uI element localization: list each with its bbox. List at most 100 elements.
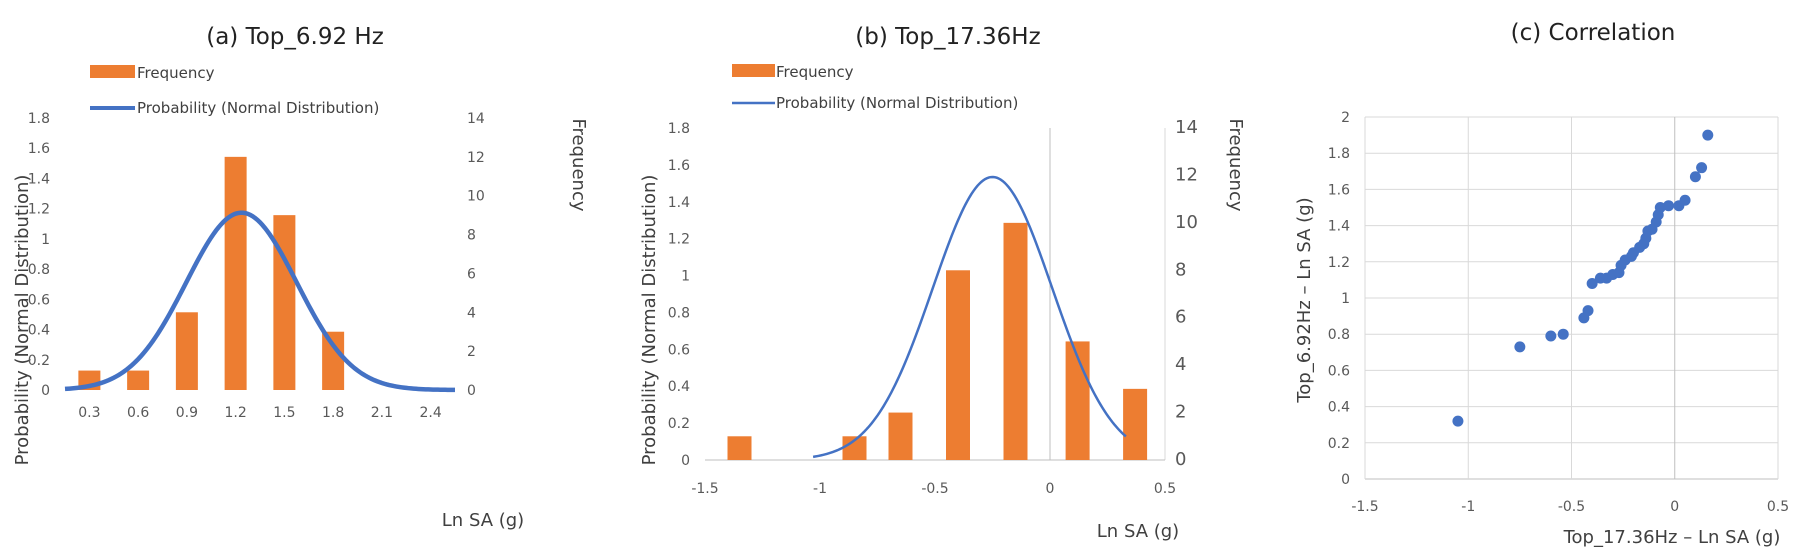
- chart-c-xtick: -0.5: [1558, 499, 1585, 515]
- chart-c-ytick: 1: [1341, 291, 1350, 307]
- chart-a-ytick: 0.6: [28, 292, 50, 308]
- chart-a-y2tick: 10: [467, 189, 485, 205]
- chart-c-ytick: 1.4: [1328, 219, 1350, 235]
- chart-c-xtick: -1.5: [1351, 499, 1378, 515]
- chart-c-point: [1582, 305, 1594, 317]
- chart-a-ytick: 1.6: [28, 141, 50, 157]
- chart-a-bar: [273, 215, 296, 390]
- chart-a-xtick: 1.2: [224, 405, 246, 421]
- chart-b-ytick: 1.2: [668, 232, 690, 248]
- chart-c-point: [1696, 162, 1708, 174]
- chart-b-ytick: 0: [681, 453, 690, 469]
- chart-a-bar: [322, 331, 345, 390]
- chart-a-xtick: 2.4: [419, 405, 441, 421]
- chart-b-ytick: 1.6: [668, 158, 690, 174]
- chart-b-ytick: 0.4: [668, 379, 690, 395]
- chart-b-legend-probability: Probability (Normal Distribution): [776, 94, 1018, 112]
- chart-b-y2label: Frequency: [1225, 119, 1246, 212]
- chart-a-xlabel: Ln SA (g): [442, 510, 524, 531]
- chart-c-point: [1586, 278, 1598, 290]
- chart-b-bar: [1065, 341, 1090, 460]
- chart-b-ylabel: Probability (Normal Distribution): [639, 175, 660, 466]
- chart-c-point: [1557, 328, 1569, 340]
- chart-a-y2tick: 8: [467, 228, 476, 244]
- chart-c-ylabel: Top_6.92Hz – Ln SA (g): [1294, 197, 1315, 403]
- chart-a-ytick: 1: [41, 232, 50, 248]
- chart-b-legend-frequency: Frequency: [776, 63, 854, 81]
- chart-c-ytick: 0.6: [1328, 363, 1350, 379]
- chart-c-ytick: 0: [1341, 472, 1350, 488]
- chart-c-ytick: 0.4: [1328, 400, 1350, 416]
- chart-a-xtick: 1.5: [273, 405, 295, 421]
- chart-b-bar: [1003, 222, 1028, 460]
- chart-a-ytick: 1.4: [28, 171, 50, 187]
- chart-a-y2tick: 4: [467, 305, 476, 321]
- chart-b-xtick: -1.5: [691, 481, 718, 497]
- chart-c-ytick: 0.2: [1328, 436, 1350, 452]
- chart-a-legend-frequency-swatch: [90, 65, 135, 78]
- chart-a-ytick: 0.4: [28, 323, 50, 339]
- chart-c-point: [1679, 194, 1691, 206]
- chart-c-point: [1452, 415, 1464, 427]
- chart-a-legend-probability: Probability (Normal Distribution): [137, 99, 379, 117]
- chart-b-legend-frequency-swatch: [732, 64, 775, 77]
- chart-b-y2tick: 14: [1175, 117, 1198, 138]
- chart-c-xtick: 0.5: [1767, 499, 1789, 515]
- chart-b-y2tick: 0: [1175, 449, 1186, 470]
- chart-c-ytick: 0.8: [1328, 327, 1350, 343]
- chart-b-y2tick: 12: [1175, 164, 1198, 185]
- chart-b-ytick: 1.8: [668, 121, 690, 137]
- chart-c-ytick: 1.6: [1328, 182, 1350, 198]
- chart-c-title: (c) Correlation: [1511, 20, 1676, 46]
- chart-b-xtick: -0.5: [921, 481, 948, 497]
- chart-c: (c) Correlation Top_6.92Hz – Ln SA (g) T…: [1294, 20, 1789, 548]
- chart-b-probability-line: [812, 175, 1127, 459]
- chart-a-bar: [175, 312, 198, 390]
- chart-b-bar: [946, 270, 970, 460]
- chart-b-ytick: 1: [681, 269, 690, 285]
- chart-c-point: [1514, 341, 1526, 353]
- chart-b-y2tick: 10: [1175, 212, 1198, 233]
- chart-c-point: [1689, 171, 1701, 183]
- chart-a-ylabel: Probability (Normal Distribution): [12, 175, 33, 466]
- chart-b-bar: [727, 436, 752, 460]
- chart-a-ytick: 0: [41, 383, 50, 399]
- chart-a-y2tick: 6: [467, 266, 476, 282]
- chart-a-probability-line: [64, 210, 456, 393]
- chart-a-xtick: 2.1: [371, 405, 393, 421]
- chart-a-y2tick: 2: [467, 344, 476, 360]
- chart-c-xlabel: Top_17.36Hz – Ln SA (g): [1563, 527, 1781, 548]
- chart-b-ytick: 0.6: [668, 342, 690, 358]
- chart-b-xlabel: Ln SA (g): [1097, 521, 1179, 542]
- chart-b-y2tick: 4: [1175, 354, 1186, 375]
- chart-a-ytick: 0.2: [28, 353, 50, 369]
- chart-a-y2tick: 12: [467, 150, 485, 166]
- chart-b-bar: [888, 412, 913, 460]
- chart-c-ytick: 1.8: [1328, 146, 1350, 162]
- chart-a: (a) Top_6.92 Hz Frequency Probability (N…: [12, 24, 589, 531]
- chart-a-xtick: 0.9: [176, 405, 198, 421]
- chart-a-bar: [224, 156, 247, 390]
- chart-b-ytick: 0.8: [668, 305, 690, 321]
- chart-a-legend-frequency: Frequency: [137, 64, 215, 82]
- chart-c-xtick: 0: [1670, 499, 1679, 515]
- chart-c-point: [1663, 200, 1675, 212]
- chart-c-point: [1702, 129, 1714, 141]
- chart-b: (b) Top_17.36Hz Frequency Probability (N…: [639, 24, 1246, 542]
- chart-c-ytick: 1.2: [1328, 255, 1350, 271]
- chart-a-ytick: 1.8: [28, 111, 50, 127]
- chart-c-ytick: 2: [1341, 110, 1350, 126]
- chart-b-bar: [842, 436, 867, 460]
- chart-a-y2label: Frequency: [568, 119, 589, 212]
- chart-a-title: (a) Top_6.92 Hz: [206, 24, 384, 50]
- chart-a-ytick: 0.8: [28, 262, 50, 278]
- chart-a-ytick: 1.2: [28, 202, 50, 218]
- chart-a-xtick: 1.8: [322, 405, 344, 421]
- chart-b-xtick: -1: [813, 481, 827, 497]
- chart-b-y2tick: 8: [1175, 259, 1186, 280]
- chart-b-xtick: 0.5: [1154, 481, 1176, 497]
- chart-b-title: (b) Top_17.36Hz: [855, 24, 1040, 50]
- chart-a-y2tick: 0: [467, 383, 476, 399]
- chart-b-ytick: 0.2: [668, 416, 690, 432]
